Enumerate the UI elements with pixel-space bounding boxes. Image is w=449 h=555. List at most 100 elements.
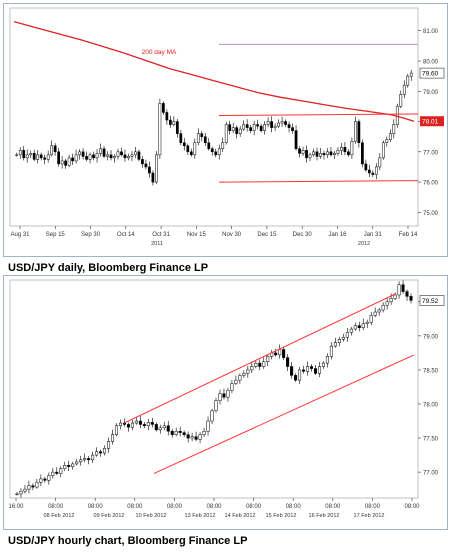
candle-body <box>59 468 63 474</box>
candle-body <box>113 156 116 159</box>
candle-body <box>333 153 336 156</box>
candle-body <box>402 84 406 95</box>
x-tick-label: Dec 15 <box>257 232 277 238</box>
candle-body <box>71 157 74 162</box>
candle-body <box>270 121 273 128</box>
ma-annotation: 200 day MA <box>142 49 177 56</box>
candle-body <box>325 356 329 364</box>
candle-body <box>154 424 158 431</box>
channel-upper-line <box>123 293 397 424</box>
candle-body <box>174 430 178 435</box>
last-price-tag <box>419 295 445 306</box>
candle-body <box>114 425 119 435</box>
channel-lower-line <box>153 354 415 474</box>
candle-body <box>298 369 302 381</box>
candle-body <box>137 151 141 160</box>
x-tick-label: 16:00 <box>8 504 24 510</box>
candle-body <box>302 369 306 372</box>
x-sublabel: 08 Feb 2012 <box>44 513 75 519</box>
candle-body <box>175 121 179 134</box>
candle-body <box>182 432 186 435</box>
candle-body <box>367 169 371 174</box>
candle-body <box>361 323 365 328</box>
candle-body <box>74 154 78 162</box>
candle-body <box>203 136 207 143</box>
candle-body <box>36 154 40 160</box>
x-sublabel: 2012 <box>358 241 370 247</box>
candle-body <box>312 151 315 156</box>
candle-body <box>381 142 385 159</box>
candle-body <box>280 121 284 124</box>
candle-body <box>51 471 55 476</box>
candle-body <box>91 454 95 461</box>
candle-body <box>326 151 329 156</box>
candle-body <box>374 166 378 175</box>
candle-body <box>32 153 36 160</box>
x-tick-label: 08:00 <box>88 504 104 510</box>
y-tick-label: 80.00 <box>423 59 439 65</box>
candle-body <box>109 154 113 159</box>
candle-body <box>15 493 19 495</box>
candle-body <box>151 172 155 183</box>
candle-body <box>238 128 242 134</box>
candle-body <box>308 154 312 159</box>
candle-body <box>138 420 142 425</box>
range-top-line <box>218 113 419 116</box>
candle-body <box>102 148 106 157</box>
candle-body <box>347 151 350 156</box>
candle-body <box>329 345 333 357</box>
candle-body <box>263 124 266 131</box>
x-tick-label: Nov 15 <box>187 232 207 238</box>
x-sublabel: 2011 <box>151 241 163 247</box>
candle-body <box>409 296 413 301</box>
x-tick-label: 08:00 <box>404 504 420 510</box>
candle-body <box>345 332 349 338</box>
y-tick-label: 77.00 <box>423 471 439 477</box>
candle-body <box>210 410 214 422</box>
candle-body <box>120 151 123 156</box>
y-tick-label: 76.00 <box>423 181 439 187</box>
candle-body <box>130 154 134 157</box>
candle-body <box>127 156 130 159</box>
candle-body <box>193 142 197 156</box>
hourly-chart-panel: 77.0077.5078.0078.5079.0079.5016:0008:00… <box>3 275 448 530</box>
candle-body <box>262 361 266 367</box>
candle-body <box>79 459 83 463</box>
candle-body <box>369 315 373 323</box>
candle-body <box>254 362 258 367</box>
y-tick-label: 77.00 <box>423 150 439 156</box>
candle-body <box>231 127 235 131</box>
candle-body <box>329 151 333 156</box>
candle-body <box>190 436 194 439</box>
candle-body <box>19 490 23 495</box>
candle-body <box>27 485 31 490</box>
candle-body <box>92 154 95 159</box>
x-tick-label: Sep 30 <box>81 232 101 238</box>
candle-body <box>155 154 158 183</box>
candle-body <box>373 311 377 316</box>
candle-body <box>200 133 204 137</box>
candle-body <box>378 157 382 168</box>
candle-body <box>322 153 326 156</box>
candle-body <box>170 430 174 435</box>
candle-body <box>107 441 111 449</box>
ma-value-label: 78.01 <box>422 119 439 126</box>
last-price-label: 79.52 <box>422 298 439 305</box>
candle-body <box>389 298 393 303</box>
x-tick-label: 08:00 <box>127 504 143 510</box>
candle-body <box>341 336 345 340</box>
candle-body <box>53 145 57 153</box>
candle-body <box>130 422 134 428</box>
candle-body <box>294 375 298 381</box>
candle-body <box>202 430 206 435</box>
candle-body <box>198 434 202 440</box>
candle-body <box>162 103 165 113</box>
candle-body <box>95 451 99 456</box>
candle-body <box>406 75 410 86</box>
candle-body <box>242 124 246 130</box>
candle-body <box>166 425 170 432</box>
candle-body <box>273 125 277 128</box>
candle-body <box>179 133 183 143</box>
last-price-label: 79.60 <box>422 71 439 78</box>
